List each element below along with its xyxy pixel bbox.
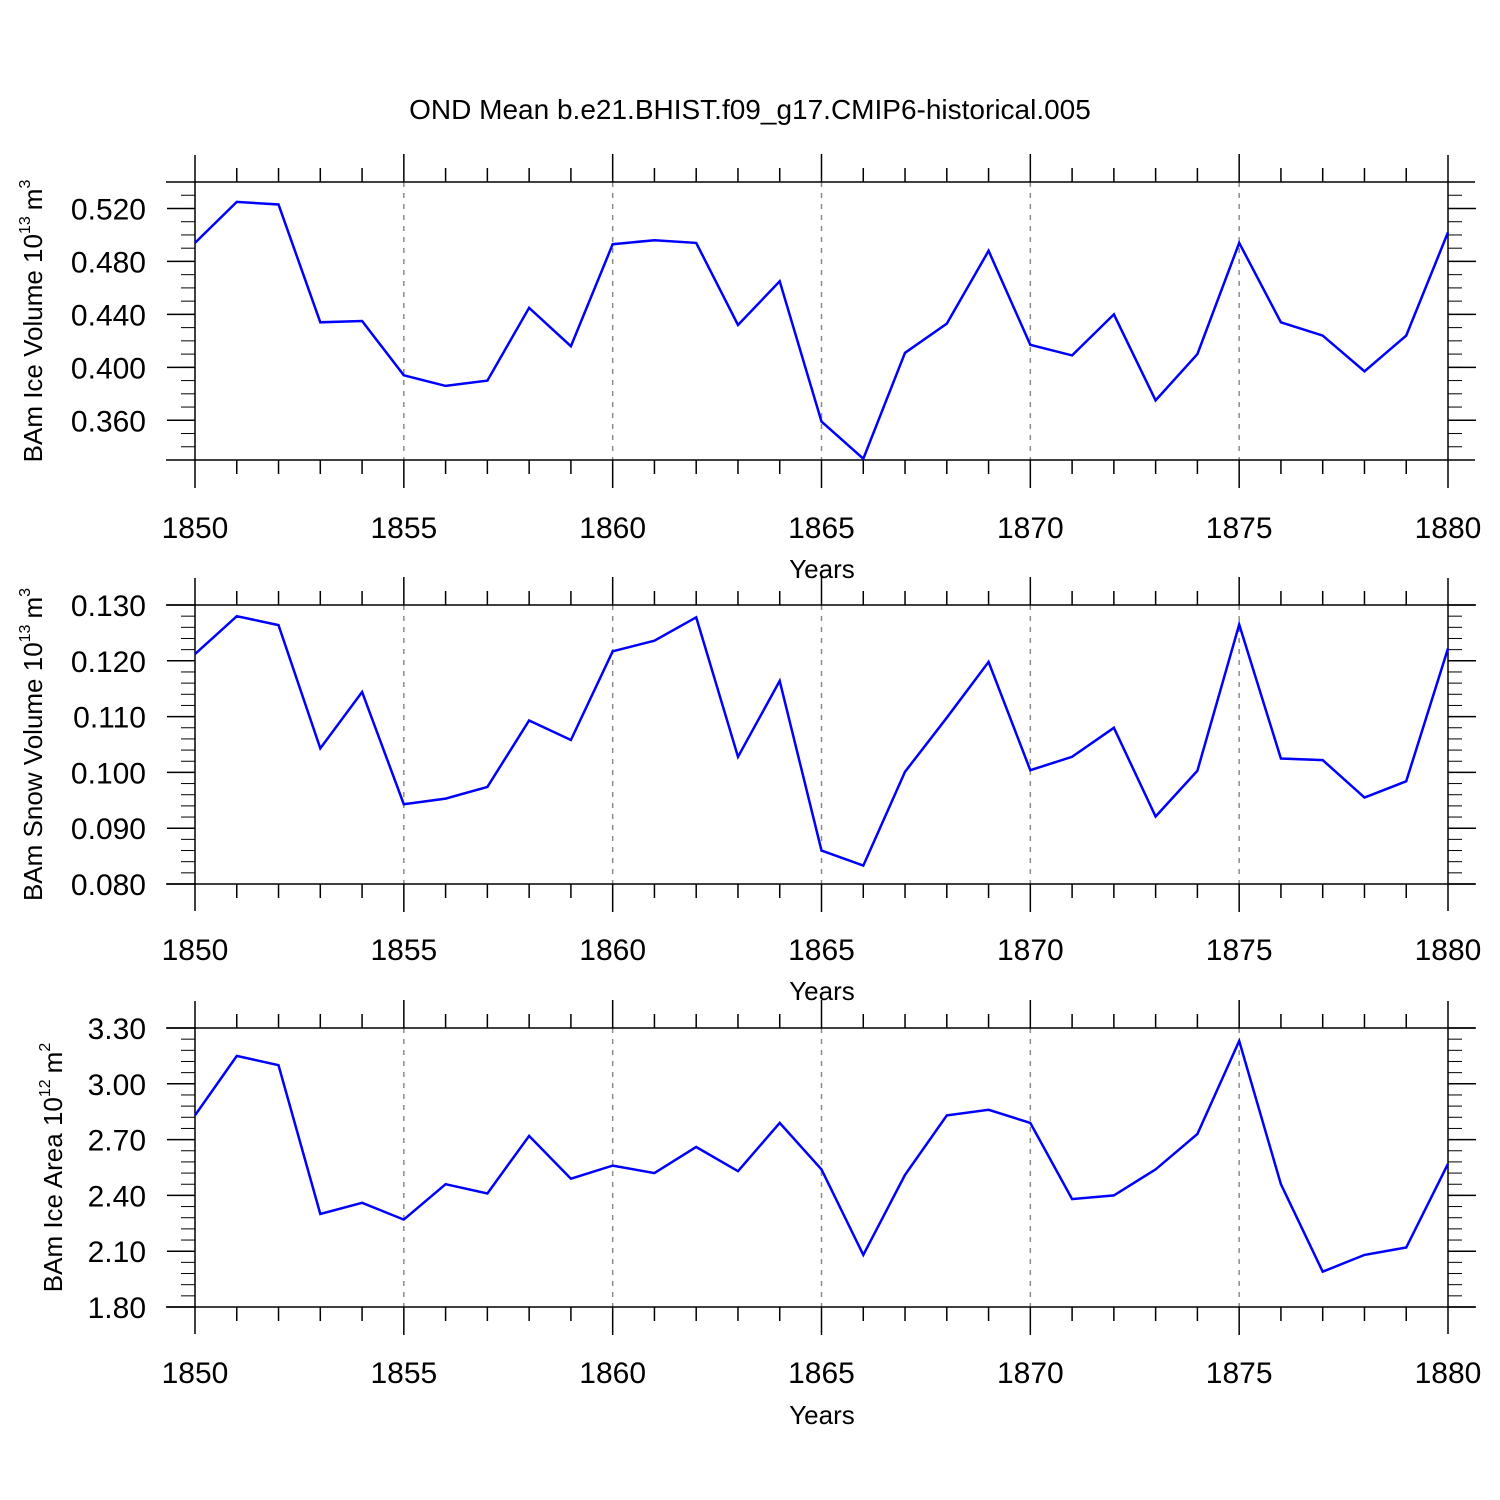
x-tick-label: 1860 — [579, 1357, 646, 1390]
y-tick-label: 0.100 — [71, 757, 146, 790]
y-tick-label: 0.440 — [71, 299, 146, 332]
x-tick-label: 1880 — [1415, 934, 1482, 967]
y-axis-label-text: BAm Ice Volume 10 — [18, 234, 48, 462]
y-axis-label-unit: m — [18, 597, 48, 619]
x-tick-label: 1855 — [370, 512, 437, 545]
x-tick-label: 1875 — [1206, 512, 1273, 545]
y-axis-label: BAm Snow Volume 1013 m3 — [17, 588, 48, 901]
x-tick-label: 1865 — [788, 512, 855, 545]
x-tick-label: 1870 — [997, 512, 1064, 545]
x-tick-label: 1865 — [788, 934, 855, 967]
y-tick-label: 0.080 — [71, 869, 146, 902]
y-tick-label: 0.090 — [71, 813, 146, 846]
y-axis-label-unit: m — [18, 189, 48, 211]
x-tick-label: 1875 — [1206, 1357, 1273, 1390]
chart-panel-3: 1.80 2.10 2.40 2.70 3.00 3.30 1850 1855 1860 1865… — [37, 1000, 1481, 1430]
y-tick-label: 0.520 — [71, 193, 146, 226]
y-axis-label-unit-exponent: 3 — [17, 180, 34, 189]
panels: 0.360 0.400 0.440 0.480 0.520 1850 1855 1860 186… — [17, 154, 1481, 1430]
x-tick-label: 1880 — [1415, 512, 1482, 545]
y-tick-label: 2.70 — [88, 1125, 146, 1158]
x-tick-label: 1860 — [579, 512, 646, 545]
y-tick-label: 0.400 — [71, 352, 146, 385]
y-tick-label: 0.110 — [73, 702, 146, 735]
y-axis-label: BAm Ice Volume 1013 m3 — [17, 180, 48, 463]
y-axis-label-text: BAm Ice Area 10 — [38, 1097, 68, 1292]
y-tick-label: 2.10 — [88, 1236, 146, 1269]
x-tick-label: 1880 — [1415, 1357, 1482, 1390]
x-tick-label: 1850 — [162, 1357, 229, 1390]
y-axis-label-unit: m — [38, 1052, 68, 1074]
x-tick-label: 1855 — [370, 1357, 437, 1390]
y-axis-label-exponent: 13 — [17, 216, 34, 234]
y-tick-label: 3.30 — [88, 1013, 146, 1046]
x-tick-label: 1870 — [997, 934, 1064, 967]
y-tick-label: 3.00 — [88, 1069, 146, 1102]
y-axis-label-exponent: 12 — [37, 1079, 54, 1097]
y-axis-label-text: BAm Snow Volume 10 — [18, 642, 48, 901]
x-tick-label: 1865 — [788, 1357, 855, 1390]
figure-title: OND Mean b.e21.BHIST.f09_g17.CMIP6-histo… — [409, 94, 1091, 125]
x-tick-label: 1850 — [162, 512, 229, 545]
y-axis-label-unit-exponent: 3 — [17, 588, 34, 597]
y-axis-label-unit-exponent: 2 — [37, 1043, 54, 1052]
y-tick-label: 2.40 — [88, 1180, 146, 1213]
chart-panel-1: 0.360 0.400 0.440 0.480 0.520 1850 1855 1860 186… — [17, 154, 1481, 584]
x-tick-label: 1850 — [162, 934, 229, 967]
chart-panel-2: 0.080 0.090 0.100 0.110 0.120 0.130 1850 1855 18… — [17, 577, 1481, 1006]
y-axis-label-exponent: 13 — [17, 624, 34, 642]
y-tick-label: 0.130 — [71, 590, 146, 623]
y-tick-label: 0.120 — [71, 646, 146, 679]
y-tick-label: 0.480 — [71, 246, 146, 279]
y-tick-label: 1.80 — [88, 1292, 146, 1325]
x-tick-label: 1855 — [370, 934, 437, 967]
y-axis-label: BAm Ice Area 1012 m2 — [37, 1043, 68, 1293]
x-axis-label: Years — [789, 1400, 855, 1430]
x-tick-label: 1870 — [997, 1357, 1064, 1390]
y-tick-label: 0.360 — [71, 405, 146, 438]
x-tick-label: 1860 — [579, 934, 646, 967]
x-tick-label: 1875 — [1206, 934, 1273, 967]
